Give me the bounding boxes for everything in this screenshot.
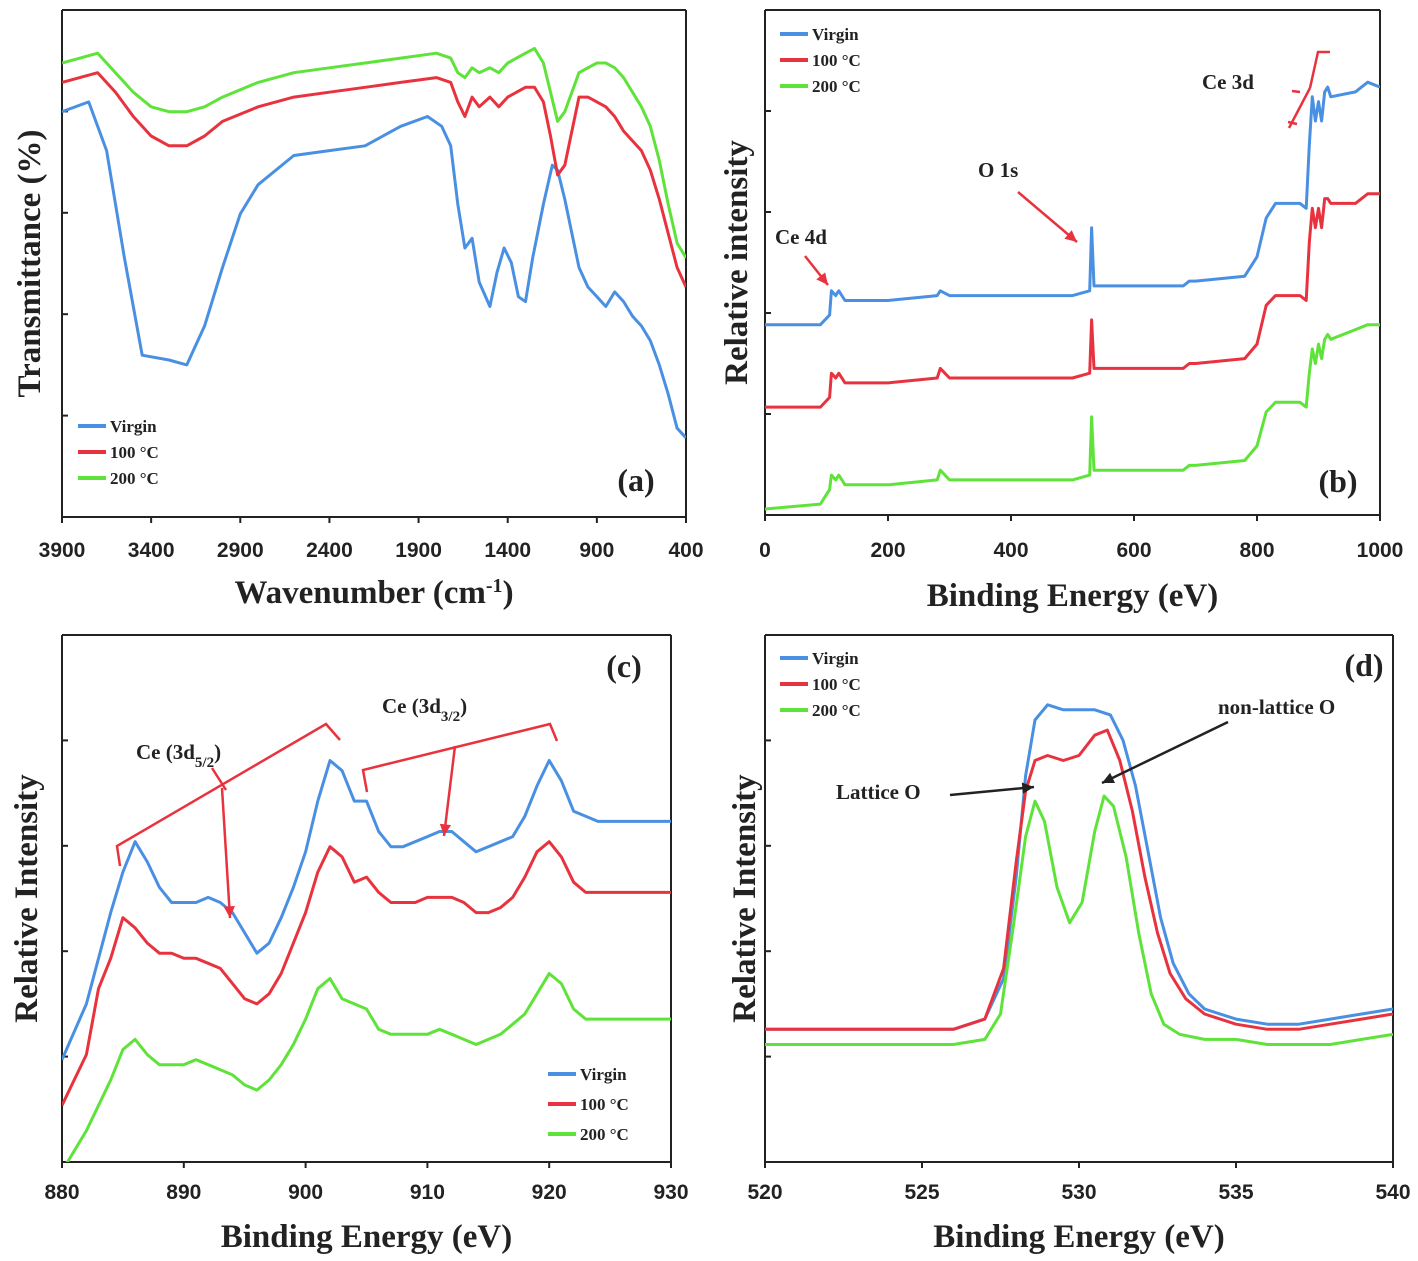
series-line-2	[765, 794, 1393, 1046]
series-line-2	[65, 972, 671, 1162]
annotation-lattice-o: Lattice O	[836, 780, 921, 804]
panel-tag: (a)	[617, 462, 654, 498]
o1s-arrow-head	[1064, 230, 1077, 242]
legend-label: Virgin	[812, 649, 859, 668]
series-line-0	[765, 80, 1380, 327]
ce3d32-arrow-head	[439, 823, 452, 836]
x-tick-label: 400	[993, 539, 1028, 562]
x-tick-label: 1000	[1357, 539, 1404, 562]
y-axis-title: Relative Intensity	[727, 774, 763, 1023]
annotation-nonlattice-o: non-lattice O	[1218, 695, 1335, 719]
legend-label: 100 °C	[110, 443, 159, 462]
ce3d52-bracket-link	[210, 767, 228, 791]
o1s-arrow	[1017, 191, 1078, 243]
ce3d-bracket	[1287, 50, 1330, 129]
x-tick-label: 2900	[217, 539, 264, 562]
x-tick-label: 3400	[128, 539, 175, 562]
x-axis-title: Binding Energy (eV)	[221, 1219, 513, 1255]
series-line-0	[62, 100, 686, 439]
x-tick-label: 200	[870, 539, 905, 562]
series-line-2	[765, 323, 1380, 511]
annotation-ce3d52-close: )	[214, 740, 221, 764]
lattice-o-arrow	[949, 785, 1035, 797]
ce3d32-arrow	[442, 745, 457, 837]
chart-panel-2: 880 890 900 910 920 930 Binding Energy (eV) Rel…	[9, 634, 689, 1255]
annotation-ce3d52: Ce (3d5/2)	[136, 740, 221, 771]
x-tick-label: 400	[668, 539, 703, 562]
annotation-ce3d32-sub: 3/2	[441, 709, 460, 725]
annotation-ce3d52-main: Ce (3d	[136, 740, 195, 764]
legend-label: 200 °C	[110, 469, 159, 488]
x-tick-label: 520	[747, 1181, 782, 1204]
y-axis-title: Relative Intensity	[9, 774, 45, 1023]
y-axis-title: Relative intensity	[719, 140, 755, 385]
x-axis-title: Binding Energy (eV)	[927, 578, 1219, 614]
x-tick-label: 1900	[395, 539, 442, 562]
x-tick-label: 930	[653, 1181, 688, 1204]
annotation-ce3d: Ce 3d	[1202, 70, 1254, 94]
x-tick-label: 3900	[39, 539, 86, 562]
x-tick-label: 0	[759, 539, 771, 562]
nonlattice-o-arrow	[1101, 720, 1229, 785]
ce3d52-arrow	[220, 787, 232, 919]
x-tick-label: 2400	[306, 539, 353, 562]
nonlattice-o-arrow-head	[1102, 772, 1115, 783]
lattice-o-arrow-head	[1021, 782, 1034, 794]
series-line-0	[62, 759, 671, 1061]
chart-panel-1: 0 200 400 600 800 1000 Binding Energy (eV) Rela…	[719, 9, 1404, 614]
panel-tag: (c)	[606, 648, 642, 684]
x-tick-label: 535	[1218, 1181, 1253, 1204]
legend-label: 200 °C	[812, 701, 861, 720]
x-tick-label: 525	[904, 1181, 939, 1204]
ce3d32-bracket	[361, 722, 559, 793]
x-tick-label: 900	[288, 1181, 323, 1204]
series-line-1	[62, 840, 671, 1106]
legend-label: Virgin	[110, 417, 157, 436]
series-line-1	[765, 728, 1393, 1031]
annotation-ce3d32-main: Ce (3d	[382, 694, 441, 718]
x-tick-label: 600	[1116, 539, 1151, 562]
x-axis-title-main: Wavenumber (cm	[234, 575, 485, 611]
series-line-2	[62, 46, 686, 259]
legend-label: 100 °C	[580, 1095, 629, 1114]
x-axis-title-close: )	[503, 575, 514, 611]
ce4d-arrow-head	[816, 272, 828, 285]
series-line-1	[765, 192, 1380, 409]
legend-label: 100 °C	[812, 675, 861, 694]
chart-panel-3: 520 525 530 535 540 Binding Energy (eV) Relati…	[727, 634, 1411, 1255]
panel-tag: (d)	[1344, 647, 1383, 683]
annotation-ce3d32-close: )	[460, 694, 467, 718]
legend-label: 200 °C	[812, 77, 861, 96]
x-tick-label: 890	[166, 1181, 201, 1204]
x-tick-label: 920	[532, 1181, 567, 1204]
y-axis-title: Transmittance (%)	[12, 130, 48, 398]
legend-label: 100 °C	[812, 51, 861, 70]
legend-label: 200 °C	[580, 1125, 629, 1144]
annotation-ce3d32: Ce (3d3/2)	[382, 694, 467, 725]
x-tick-label: 540	[1375, 1181, 1410, 1204]
series-line-1	[62, 71, 686, 288]
legend-label: Virgin	[580, 1065, 627, 1084]
x-axis-title: Wavenumber (cm-1)	[234, 575, 513, 611]
x-axis-title-sup: -1	[486, 575, 503, 597]
annotation-o1s: O 1s	[978, 158, 1018, 182]
panel-tag: (b)	[1318, 463, 1357, 499]
x-axis-title: Binding Energy (eV)	[933, 1219, 1225, 1255]
x-tick-label: 880	[44, 1181, 79, 1204]
annotation-ce4d: Ce 4d	[775, 225, 827, 249]
ce3d52-arrow-head	[223, 905, 235, 918]
x-tick-label: 530	[1061, 1181, 1096, 1204]
annotation-ce3d52-sub: 5/2	[195, 755, 214, 771]
legend-label: Virgin	[812, 25, 859, 44]
x-tick-label: 900	[579, 539, 614, 562]
chart-panel-0: 3900 3400 2900 2400 1900 1400 900 400 Wavenumber…	[12, 9, 704, 611]
x-tick-label: 800	[1239, 539, 1274, 562]
x-tick-label: 1400	[484, 539, 531, 562]
x-tick-label: 910	[410, 1181, 445, 1204]
